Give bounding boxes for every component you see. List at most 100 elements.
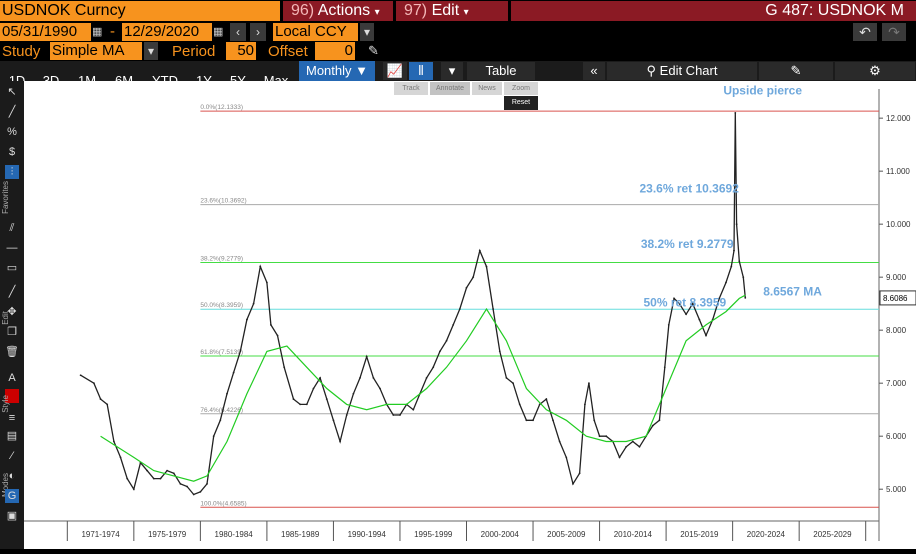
table-button[interactable]: Table [467,62,535,80]
y-tick-label: 6.000 [886,432,907,441]
price-point [339,440,341,443]
pen-icon[interactable]: ✎ [368,43,379,58]
last-price-label: 8.6086 [883,294,908,303]
price-point [485,265,488,268]
price-point [159,477,162,480]
last-price-tag [879,290,916,306]
price-point [505,376,508,379]
x-tick-label: 1975-1979 [148,530,187,539]
date-range-bar: 05/31/1990 ▦ - 12/29/2020 ▦ ‹ › Local CC… [0,22,916,42]
price-point [438,350,441,353]
fibonacci-icon[interactable]: ⫶ [5,165,19,179]
price-point [392,414,395,416]
currency-dropdown-icon[interactable]: ▾ [360,23,374,41]
price-point [259,265,262,268]
undo-icon[interactable]: ↶ [853,23,877,41]
price-point [718,297,721,300]
end-date-field[interactable]: 12/29/2020 [122,23,212,41]
x-tick-label: 1995-1999 [414,530,453,539]
collapse-left-icon[interactable]: « [583,62,605,80]
calendar-icon[interactable]: ▦ [92,26,103,38]
price-point [605,435,608,438]
price-point [667,323,670,326]
dropdown-triangle-icon: ▼ [355,63,369,78]
start-date-field[interactable]: 05/31/1990 [0,23,91,41]
track-button[interactable]: Track [394,82,428,95]
price-point [425,376,428,379]
move-icon[interactable]: ✥ [7,306,17,318]
zoom-button[interactable]: Zoom [504,82,538,95]
price-point [452,323,455,326]
copy-icon[interactable]: ❐ [7,326,17,338]
study-bar: Study Simple MA ▾ Period 50 Offset 0 ✎ [0,42,916,61]
price-point [319,376,322,379]
price-point [365,355,368,358]
price-point [625,445,628,448]
trendline-icon[interactable]: ╱ [8,106,16,118]
price-point [269,323,272,326]
rectangle-icon[interactable]: ▭ [6,262,18,274]
chart-type-dropdown-icon[interactable]: ▾ [441,62,463,80]
text-style-icon[interactable]: A [8,372,16,384]
chart-plot-area[interactable]: 5.000 6.000 7.000 8.000 9.000 10.000 11.000 12.… [24,81,916,549]
color-icon[interactable] [5,389,19,403]
paint-icon[interactable]: ⁄ [11,450,13,462]
magnet-icon[interactable]: ◐ [8,470,16,482]
annotate-button[interactable]: Annotate [430,82,470,95]
study-label: Study [2,42,41,60]
news-button[interactable]: News [472,82,502,95]
price-point [498,350,501,353]
frequency-select[interactable]: Monthly ▼ [299,61,375,81]
security-ticker[interactable]: USDNOK Curncy [0,1,280,21]
price-point [472,276,475,279]
study-dropdown-icon[interactable]: ▾ [144,42,158,60]
settings-gear-icon[interactable]: ⚙ [835,62,915,80]
pointer-icon[interactable]: ↖ [7,86,17,98]
price-point [305,403,308,406]
price-point [588,382,590,385]
line-chart-icon[interactable]: 📈 [383,62,407,80]
edit-chart-label: Edit Chart [659,63,718,78]
price-change-icon[interactable]: $ [8,146,16,158]
reset-button[interactable]: Reset [504,96,538,110]
percent-change-icon[interactable]: % [7,126,17,138]
line-width-icon[interactable]: ▤ [6,430,18,442]
line-style-icon[interactable]: ≡ [8,412,16,424]
price-chart[interactable]: 5.000 6.000 7.000 8.000 9.000 10.000 11.000 12.… [24,81,916,549]
price-point [352,392,355,395]
calendar-icon[interactable]: ▦ [213,26,224,38]
delete-icon[interactable]: 🗑 [5,346,19,358]
edit-chart-button[interactable]: ⚲ Edit Chart [607,62,757,80]
price-point [691,302,694,305]
price-point [266,281,268,284]
price-point [192,493,195,496]
price-point [445,339,448,342]
snap-mode-icon[interactable]: G [5,489,19,503]
x-tick-label: 1980-1984 [215,530,254,539]
price-point [166,469,169,472]
price-point [458,308,461,310]
horizontal-line-icon[interactable]: — [6,242,18,254]
chart-annotation: Upside pierce [723,83,802,97]
actions-menu[interactable]: 96) Actions ▾ [283,1,393,21]
annotate-edit-icon[interactable]: ✎ [759,62,833,80]
next-period-button[interactable]: › [250,23,266,41]
bar-chart-icon[interactable]: ⫴ [409,62,433,80]
draw-line-icon[interactable]: ╱ [8,286,16,298]
study-select[interactable]: Simple MA [50,42,142,60]
currency-select[interactable]: Local CCY [273,23,358,41]
price-point [283,366,286,369]
price-point [742,276,745,279]
price-point [359,376,361,379]
price-point [99,398,102,400]
fib-level-label: 76.4%(6.4226) [200,407,243,414]
edit-menu[interactable]: 97) Edit ▾ [396,1,508,21]
prev-period-button[interactable]: ‹ [230,23,246,41]
offset-field[interactable]: 0 [315,42,355,60]
period-field[interactable]: 50 [226,42,256,60]
redo-icon[interactable]: ↷ [882,23,906,41]
channel-icon[interactable]: ⫽ [9,222,15,234]
lock-icon[interactable]: ▣ [6,510,18,522]
chart-annotation: 38.2% ret 9.2779 [641,237,734,251]
price-point [119,456,122,459]
